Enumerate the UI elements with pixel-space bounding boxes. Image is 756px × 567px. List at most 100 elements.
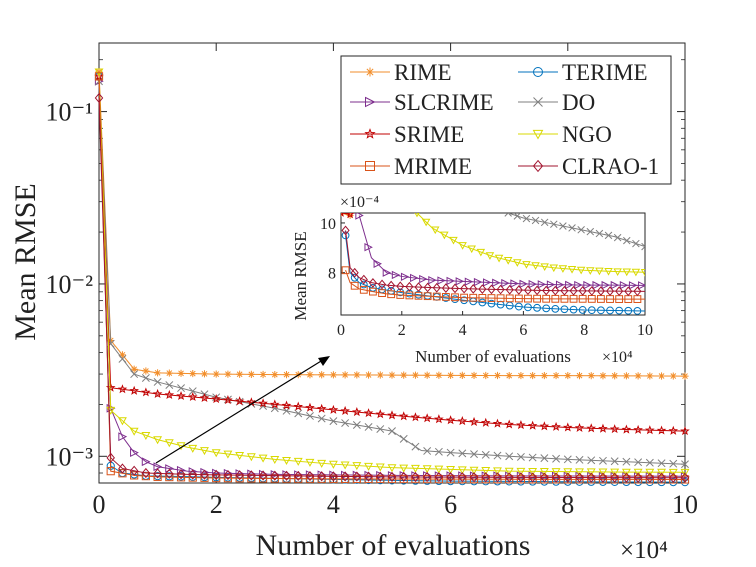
main-data-point — [622, 475, 631, 484]
inset-data-point — [505, 294, 514, 303]
inset-x-tick-label: 10 — [637, 322, 653, 339]
main-x-tick-label: 8 — [561, 490, 574, 519]
main-data-point — [258, 454, 268, 463]
main-data-point — [118, 432, 128, 442]
main-data-point — [154, 369, 162, 377]
main-data-point — [94, 72, 104, 81]
main-data-point — [165, 381, 174, 389]
main-data-point — [458, 371, 466, 379]
main-x-axis-label: Number of evaluations — [256, 529, 531, 562]
legend-item-slcrime: SLCRIME — [350, 90, 494, 115]
main-data-point — [142, 367, 150, 375]
main-data-point — [305, 470, 315, 482]
main-data-point — [552, 371, 560, 380]
main-data-point — [129, 385, 139, 395]
inset-data-point — [504, 213, 512, 217]
inset-plot: 0 2 4 6 8 10 8 10 — [320, 212, 653, 339]
main-data-point — [306, 412, 314, 420]
inset-data-point — [458, 242, 467, 250]
inset-data-point — [419, 274, 428, 284]
main-data-point — [598, 423, 608, 433]
inset-data-point — [350, 273, 359, 282]
inset-data-point — [606, 306, 614, 315]
main-data-point — [610, 472, 619, 483]
inset-data-point — [377, 279, 387, 290]
legend-marker — [532, 129, 544, 140]
main-data-point — [341, 371, 349, 379]
inset-data-point — [396, 291, 405, 299]
main-data-point — [446, 448, 455, 457]
main-data-point — [211, 469, 221, 481]
zoom-arrow-head — [318, 356, 330, 366]
main-data-point — [423, 447, 432, 455]
main-data-point — [376, 425, 385, 434]
main-data-point — [129, 427, 139, 436]
main-data-point — [317, 459, 327, 468]
main-data-point — [187, 391, 198, 402]
inset-data-point — [464, 277, 474, 286]
main-data-point — [470, 450, 478, 459]
inset-data-point — [487, 284, 496, 295]
inset-data-point — [469, 284, 478, 294]
main-data-point — [247, 370, 255, 378]
inset-data-point — [524, 303, 532, 312]
inset-data-point — [432, 292, 441, 301]
inset-data-point — [501, 278, 510, 288]
main-data-point — [493, 475, 502, 484]
main-data-point — [176, 390, 186, 401]
main-data-point — [634, 475, 643, 484]
inset-data-point — [513, 213, 522, 220]
main-data-point — [400, 371, 408, 379]
inset-data-point — [595, 267, 604, 276]
inset-data-point — [586, 227, 595, 236]
main-data-point — [352, 462, 362, 471]
main-data-point — [305, 474, 315, 483]
main-data-point — [399, 464, 409, 473]
inset-y-axis-label: Mean RMSE — [291, 231, 310, 320]
main-data-point — [375, 409, 386, 419]
main-data-point — [434, 414, 444, 424]
inset-series-slcrime — [355, 213, 645, 290]
main-data-point — [387, 474, 397, 484]
main-data-point — [540, 472, 549, 483]
inset-data-point — [492, 278, 501, 287]
main-data-point — [141, 467, 151, 479]
main-data-point — [517, 371, 525, 380]
inset-data-point — [496, 294, 505, 303]
main-data-point — [528, 472, 537, 483]
main-data-point — [586, 423, 597, 433]
inset-data-point — [494, 254, 504, 263]
inset-x-axis-label: Number of evaluations — [415, 347, 571, 366]
main-data-point — [165, 464, 175, 473]
inset-data-point — [451, 293, 459, 302]
inset-data-point — [531, 262, 540, 270]
inset-data-point — [460, 293, 469, 302]
main-data-point — [669, 472, 678, 483]
main-data-point — [598, 475, 608, 484]
main-data-point — [446, 475, 455, 484]
main-data-point — [482, 371, 490, 380]
main-data-point — [646, 372, 654, 380]
main-data-point — [645, 468, 655, 477]
main-data-point — [528, 475, 537, 484]
main-data-point — [434, 447, 443, 456]
main-data-point — [411, 474, 420, 484]
inset-data-point — [633, 286, 642, 297]
main-data-point — [493, 472, 502, 483]
inset-series-clrao-1 — [341, 225, 645, 297]
main-data-point — [188, 444, 198, 453]
inset-data-point — [567, 266, 577, 274]
legend-item-terime: TERIME — [518, 60, 648, 85]
main-data-point — [668, 468, 678, 477]
main-data-point — [200, 473, 209, 482]
inset-data-point — [428, 275, 437, 285]
main-data-point — [318, 371, 326, 379]
inset-data-point — [540, 263, 549, 272]
legend-label: NGO — [562, 122, 612, 147]
main-data-point — [587, 456, 596, 465]
inset-series-srime — [341, 213, 355, 219]
main-data-point — [294, 474, 303, 483]
main-data-point — [587, 372, 595, 380]
main-data-point — [306, 371, 314, 379]
main-data-point — [364, 423, 373, 431]
